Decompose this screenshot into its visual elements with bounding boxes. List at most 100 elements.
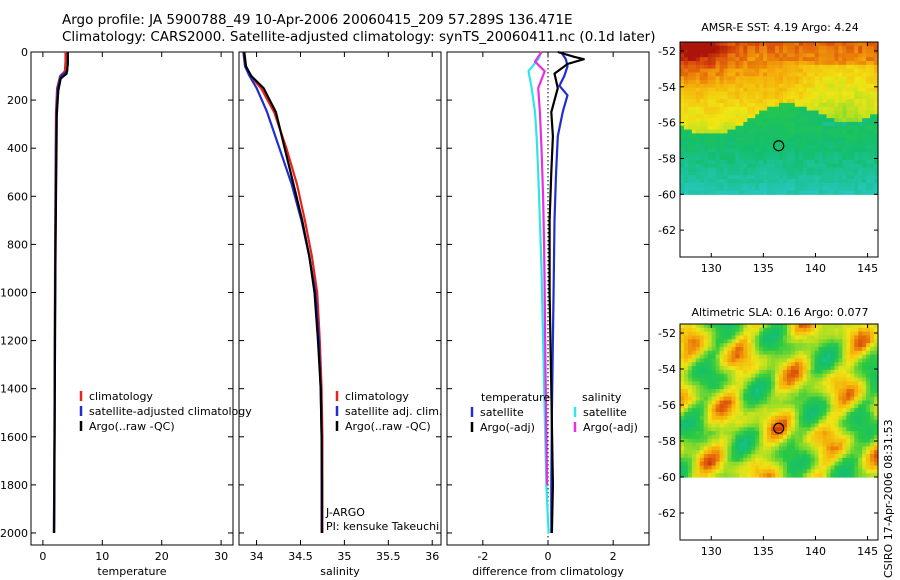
heatmap-cell bbox=[751, 80, 756, 85]
heatmap-cell bbox=[834, 335, 839, 340]
heatmap-cell bbox=[874, 354, 879, 360]
heatmap-cell bbox=[850, 400, 855, 405]
heatmap-cell bbox=[691, 186, 697, 192]
heatmap-cell bbox=[810, 114, 816, 119]
heatmap-cell bbox=[850, 354, 855, 360]
heatmap-cell bbox=[683, 83, 689, 89]
heatmap-cell bbox=[699, 431, 705, 436]
heatmap-cell bbox=[842, 72, 847, 77]
heatmap-cell bbox=[838, 392, 843, 398]
heatmap-cell bbox=[862, 465, 867, 470]
heatmap-cell bbox=[707, 343, 713, 348]
heatmap-cell bbox=[699, 121, 705, 127]
heatmap-cell bbox=[794, 167, 800, 173]
heatmap-cell bbox=[866, 87, 871, 93]
heatmap-cell bbox=[727, 179, 733, 184]
heatmap-cell bbox=[842, 87, 847, 93]
heatmap-cell bbox=[874, 473, 879, 478]
heatmap-cell bbox=[870, 152, 875, 157]
heatmap-cell bbox=[731, 339, 737, 344]
heatmap-cell bbox=[786, 366, 792, 371]
heatmap-cell bbox=[858, 175, 863, 180]
heatmap-cell bbox=[751, 450, 756, 455]
heatmap-cell bbox=[699, 190, 705, 195]
heatmap-cell bbox=[755, 396, 760, 402]
heatmap-cell bbox=[735, 423, 740, 428]
heatmap-cell bbox=[874, 327, 879, 333]
heatmap-cell bbox=[739, 160, 744, 165]
heatmap-cell bbox=[775, 175, 780, 180]
heatmap-cell bbox=[870, 99, 875, 104]
heatmap-cell bbox=[763, 396, 768, 402]
heatmap-cell bbox=[794, 419, 800, 425]
heatmap-cell bbox=[834, 106, 839, 112]
heatmap-cell bbox=[687, 53, 693, 58]
heatmap-cell bbox=[735, 346, 740, 352]
heatmap-cell bbox=[723, 179, 729, 184]
heatmap-cell bbox=[767, 339, 772, 344]
heatmap-cell bbox=[862, 95, 867, 100]
heatmap-cell bbox=[874, 434, 879, 440]
heatmap-cell bbox=[862, 42, 867, 47]
heatmap-cell bbox=[834, 152, 839, 157]
heatmap-cell bbox=[731, 438, 737, 444]
heatmap-cell bbox=[830, 358, 836, 363]
heatmap-cell bbox=[735, 68, 740, 74]
heatmap-cell bbox=[786, 179, 792, 184]
heatmap-cell bbox=[755, 190, 760, 195]
heatmap-cell bbox=[826, 91, 832, 96]
heatmap-cell bbox=[822, 167, 828, 173]
heatmap-cell bbox=[707, 121, 713, 127]
heatmap-cell bbox=[830, 434, 836, 440]
heatmap-cell bbox=[838, 346, 843, 352]
heatmap-cell bbox=[719, 450, 725, 455]
heatmap-cell bbox=[874, 415, 879, 421]
heatmap-cell bbox=[810, 175, 816, 180]
heatmap-cell bbox=[699, 358, 705, 363]
heatmap-cell bbox=[767, 324, 772, 329]
heatmap-cell bbox=[695, 87, 701, 93]
heatmap-cell bbox=[763, 350, 768, 356]
heatmap-cell bbox=[771, 400, 776, 405]
heatmap-cell bbox=[771, 446, 776, 451]
heatmap-cell bbox=[850, 389, 855, 394]
heatmap-cell bbox=[779, 148, 784, 154]
heatmap-cell bbox=[755, 438, 760, 444]
heatmap-cell bbox=[786, 137, 792, 142]
heatmap-cell bbox=[703, 324, 709, 329]
heatmap-cell bbox=[727, 68, 733, 74]
heatmap-cell bbox=[779, 465, 784, 470]
heatmap-cell bbox=[707, 186, 713, 192]
heatmap-cell bbox=[838, 144, 843, 150]
temperature-xtick-label: 10 bbox=[95, 550, 109, 563]
heatmap-cell bbox=[834, 61, 839, 66]
heatmap-cell bbox=[727, 121, 733, 127]
heatmap-cell bbox=[695, 61, 701, 66]
heatmap-cell bbox=[802, 339, 808, 344]
heatmap-cell bbox=[771, 404, 776, 409]
heatmap-cell bbox=[763, 182, 768, 188]
heatmap-cell bbox=[751, 175, 756, 180]
heatmap-cell bbox=[830, 182, 836, 188]
heatmap-cell bbox=[687, 106, 693, 112]
heatmap-cell bbox=[834, 190, 839, 195]
difference-xlabel: difference from climatology bbox=[472, 565, 624, 578]
heatmap-cell bbox=[838, 102, 843, 108]
heatmap-cell bbox=[810, 385, 816, 390]
heatmap-cell bbox=[870, 87, 875, 93]
heatmap-cell bbox=[739, 461, 744, 467]
heatmap-cell bbox=[755, 373, 760, 379]
heatmap-cell bbox=[743, 419, 748, 425]
heatmap-cell bbox=[806, 423, 812, 428]
heatmap-cell bbox=[763, 91, 768, 96]
heatmap-cell bbox=[723, 473, 729, 478]
heatmap-cell bbox=[786, 106, 792, 112]
heatmap-cell bbox=[751, 87, 756, 93]
heatmap-cell bbox=[680, 446, 685, 451]
heatmap-cell bbox=[779, 167, 784, 173]
heatmap-cell bbox=[775, 91, 780, 96]
heatmap-cell bbox=[854, 163, 859, 169]
heatmap-cell bbox=[771, 331, 776, 337]
heatmap-cell bbox=[838, 163, 843, 169]
heatmap-cell bbox=[798, 99, 804, 104]
